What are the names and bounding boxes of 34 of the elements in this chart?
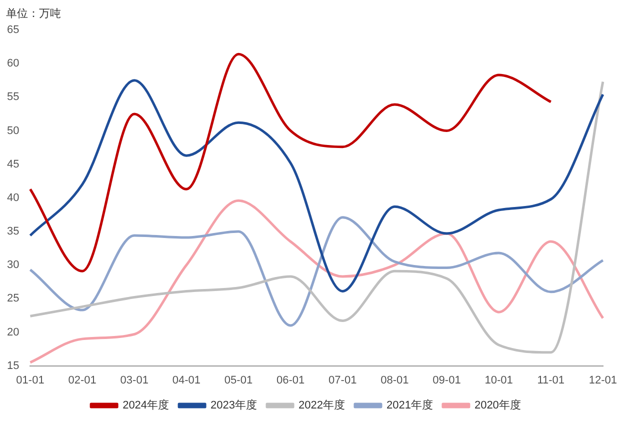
legend-label: 2021年度 bbox=[386, 398, 433, 412]
line-series bbox=[28, 199, 604, 364]
x-tick-label: 04-01 bbox=[172, 374, 200, 386]
x-tick-label: 10-01 bbox=[484, 374, 513, 386]
line-series bbox=[28, 216, 604, 327]
x-tick-label: 12-01 bbox=[588, 374, 618, 386]
legend-label: 2023年度 bbox=[210, 398, 258, 412]
x-tick-label: 02-01 bbox=[68, 374, 96, 386]
x-tick-label: 03-01 bbox=[120, 374, 148, 386]
line-series bbox=[28, 79, 604, 293]
x-tick-label: 08-01 bbox=[380, 374, 409, 386]
y-tick-label: 20 bbox=[6, 326, 20, 338]
x-tick-label: 07-01 bbox=[328, 374, 357, 386]
x-tick-label: 09-01 bbox=[432, 374, 461, 386]
legend-label: 2024年度 bbox=[122, 398, 170, 412]
y-tick-label: 65 bbox=[6, 24, 20, 36]
x-tick-label: 11-01 bbox=[537, 374, 565, 386]
y-tick-label: 50 bbox=[6, 124, 20, 137]
y-tick-label: 30 bbox=[6, 259, 20, 272]
x-tick-label: 01-01 bbox=[16, 374, 44, 386]
y-tick-label: 55 bbox=[6, 91, 20, 104]
y-tick-label: 45 bbox=[6, 158, 20, 170]
x-tick-label: 05-01 bbox=[224, 374, 253, 386]
legend-label: 2020年度 bbox=[474, 398, 521, 412]
line-series bbox=[28, 80, 604, 354]
y-axis-title: 单位：万吨 bbox=[6, 6, 61, 21]
y-tick-label: 25 bbox=[6, 292, 20, 305]
y-tick-label: 15 bbox=[6, 360, 20, 372]
legend-label: 2022年度 bbox=[298, 398, 345, 412]
y-tick-label: 60 bbox=[6, 58, 20, 70]
y-tick-label: 40 bbox=[6, 192, 20, 204]
y-tick-label: 35 bbox=[6, 226, 20, 238]
x-tick-label: 06-01 bbox=[276, 374, 305, 386]
line-series bbox=[28, 52, 552, 272]
